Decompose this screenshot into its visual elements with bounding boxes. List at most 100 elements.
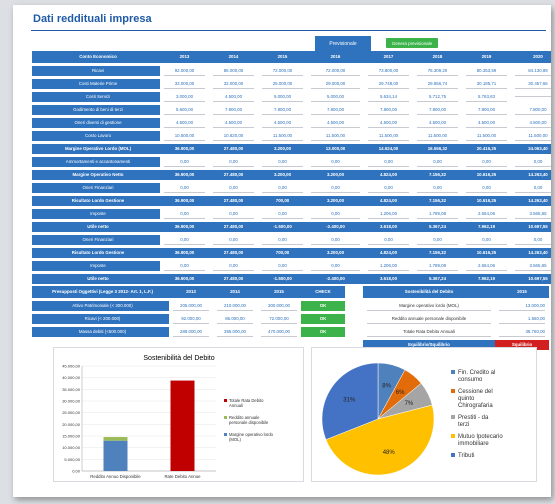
table-cell[interactable]: 4.500,00: [258, 116, 307, 131]
table-cell[interactable]: 3.565,85: [511, 259, 551, 274]
table-cell[interactable]: 0,00: [511, 181, 551, 196]
table-cell[interactable]: 1.206,00: [364, 259, 413, 274]
table-cell[interactable]: 11.500,00: [307, 129, 364, 144]
pres-cell[interactable]: 289.000,00: [169, 325, 213, 340]
table-cell[interactable]: 29.748,00: [364, 77, 413, 92]
table-cell[interactable]: 0,00: [364, 181, 413, 196]
table-cell[interactable]: 0,00: [413, 155, 462, 170]
table-cell[interactable]: 0,00: [413, 181, 462, 196]
table-cell[interactable]: 0,00: [160, 181, 209, 196]
table-cell[interactable]: 11.500,00: [413, 129, 462, 144]
table-cell[interactable]: [511, 90, 551, 105]
table-cell[interactable]: 0,00: [160, 233, 209, 248]
pres-cell[interactable]: 470.000,00: [257, 325, 301, 340]
table-cell[interactable]: 3.000,00: [160, 90, 209, 105]
table-cell[interactable]: 0,00: [307, 259, 364, 274]
table-cell[interactable]: 0,00: [209, 207, 258, 222]
table-cell[interactable]: 11.500,00: [258, 129, 307, 144]
table-cell[interactable]: 2.654,06: [462, 207, 511, 222]
table-cell[interactable]: 4.500,00: [413, 116, 462, 131]
table-cell[interactable]: 7.800,00: [413, 103, 462, 118]
table-cell[interactable]: 4.500,00: [511, 116, 551, 131]
pres-cell[interactable]: 355.000,00: [213, 325, 257, 340]
table-cell[interactable]: 0,00: [462, 233, 511, 248]
table-cell[interactable]: 72.000,00: [258, 64, 307, 79]
pres-cell[interactable]: 72.000,00: [257, 312, 301, 327]
table-cell[interactable]: 0,00: [209, 181, 258, 196]
table-cell[interactable]: 1.789,08: [413, 207, 462, 222]
table-cell[interactable]: 0,00: [307, 207, 364, 222]
table-cell[interactable]: 4.500,00: [462, 116, 511, 131]
table-cell[interactable]: 80.353,59: [462, 64, 511, 79]
table-cell[interactable]: 72.000,00: [307, 64, 364, 79]
table-cell[interactable]: 32.000,00: [209, 77, 258, 92]
pres-cell[interactable]: 210.000,00: [213, 299, 257, 314]
table-cell[interactable]: 29.000,00: [307, 77, 364, 92]
table-cell[interactable]: 0,00: [160, 207, 209, 222]
table-cell[interactable]: 5.600,00: [160, 103, 209, 118]
genera-previsionale-button[interactable]: Genera previsionale: [386, 38, 438, 48]
cell-value: 0,00: [466, 157, 507, 166]
pres-cell[interactable]: 205.000,00: [169, 299, 213, 314]
table-cell[interactable]: 0,00: [258, 155, 307, 170]
table-cell[interactable]: 11.500,00: [364, 129, 413, 144]
table-cell[interactable]: 4.500,00: [160, 116, 209, 131]
table-cell[interactable]: 33.000,00: [160, 77, 209, 92]
table-cell[interactable]: 0,00: [413, 233, 462, 248]
table-cell[interactable]: 5.000,00: [258, 90, 307, 105]
table-cell[interactable]: 0,00: [307, 181, 364, 196]
table-cell[interactable]: 0,00: [511, 155, 551, 170]
table-cell[interactable]: 86.000,00: [209, 64, 258, 79]
table-cell[interactable]: 0,00: [258, 207, 307, 222]
table-cell[interactable]: 7.800,00: [364, 103, 413, 118]
table-cell[interactable]: 4.500,00: [364, 116, 413, 131]
pres-cell[interactable]: 92.000,00: [169, 312, 213, 327]
table-cell[interactable]: 76.309,20: [413, 64, 462, 79]
table-cell[interactable]: 0,00: [209, 155, 258, 170]
table-cell[interactable]: 5.000,00: [307, 90, 364, 105]
table-cell[interactable]: 3.565,85: [511, 207, 551, 222]
table-cell[interactable]: 92.000,00: [160, 64, 209, 79]
table-cell[interactable]: 1.206,00: [364, 207, 413, 222]
table-cell[interactable]: 0,00: [307, 233, 364, 248]
table-cell[interactable]: 73.800,00: [364, 64, 413, 79]
table-cell[interactable]: 0,00: [160, 155, 209, 170]
table-cell: 4.824,00: [364, 194, 413, 209]
pres-cell[interactable]: 86.000,00: [213, 312, 257, 327]
table-cell[interactable]: 29.856,74: [413, 77, 462, 92]
table-cell[interactable]: 30.457,66: [511, 77, 551, 92]
table-cell[interactable]: 0,00: [160, 259, 209, 274]
table-cell[interactable]: 1.789,08: [413, 259, 462, 274]
table-cell[interactable]: 5.763,83: [462, 90, 511, 105]
table-cell[interactable]: 4.500,00: [307, 116, 364, 131]
table-cell[interactable]: 0,00: [258, 259, 307, 274]
table-cell[interactable]: 7.800,00: [511, 103, 551, 118]
table-cell[interactable]: 7.800,00: [307, 103, 364, 118]
table-cell[interactable]: 0,00: [462, 181, 511, 196]
table-cell[interactable]: 25.000,00: [258, 77, 307, 92]
table-cell[interactable]: 0,00: [364, 155, 413, 170]
table-cell[interactable]: 7.900,00: [209, 103, 258, 118]
table-cell[interactable]: 10.500,00: [160, 129, 209, 144]
table-cell[interactable]: 4.500,00: [209, 116, 258, 131]
table-cell[interactable]: 0,00: [258, 181, 307, 196]
table-cell[interactable]: 11.500,00: [462, 129, 511, 144]
table-cell[interactable]: 0,00: [307, 155, 364, 170]
table-cell[interactable]: 0,00: [209, 259, 258, 274]
table-cell[interactable]: 0,00: [209, 233, 258, 248]
pres-cell[interactable]: 300.000,00: [257, 299, 301, 314]
table-cell[interactable]: 0,00: [462, 155, 511, 170]
table-cell[interactable]: 0,00: [511, 233, 551, 248]
table-cell[interactable]: 7.800,00: [258, 103, 307, 118]
table-cell[interactable]: 0,00: [364, 233, 413, 248]
table-cell[interactable]: 7.800,00: [462, 103, 511, 118]
table-cell[interactable]: 10.820,00: [209, 129, 258, 144]
table-cell[interactable]: 4.500,00: [209, 90, 258, 105]
table-cell[interactable]: 2.654,06: [462, 259, 511, 274]
table-cell[interactable]: 5.634,14: [364, 90, 413, 105]
table-cell[interactable]: 84.130,89: [511, 64, 551, 79]
table-cell[interactable]: 11.500,00: [511, 129, 551, 144]
table-cell[interactable]: 30.185,71: [462, 77, 511, 92]
table-cell[interactable]: 0,00: [258, 233, 307, 248]
table-cell[interactable]: 5.712,75: [413, 90, 462, 105]
